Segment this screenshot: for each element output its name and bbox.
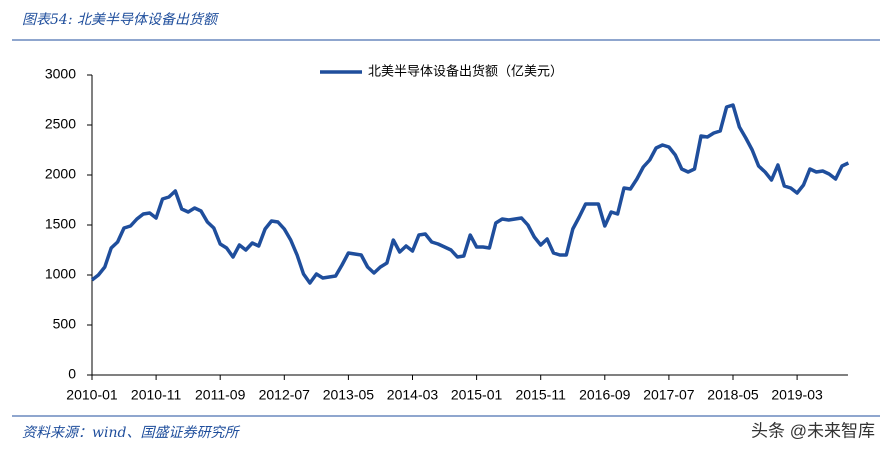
- y-tick-label: 500: [53, 316, 77, 332]
- x-tick-label: 2011-09: [195, 387, 246, 403]
- y-tick-label: 3000: [45, 66, 76, 82]
- x-tick-label: 2010-11: [131, 387, 182, 403]
- y-tick-label: 2000: [45, 166, 76, 182]
- x-tick-label: 2019-03: [771, 387, 823, 403]
- y-tick-label: 0: [68, 366, 76, 382]
- x-tick-label: 2014-03: [387, 387, 439, 403]
- x-tick-label: 2010-01: [66, 387, 118, 403]
- source-note: 资料来源：wind、国盛证券研究所: [22, 425, 240, 441]
- x-tick-label: 2013-05: [323, 387, 375, 403]
- legend-label: 北美半导体设备出货额（亿美元）: [368, 63, 563, 78]
- x-tick-label: 2015-11: [516, 387, 567, 403]
- x-tick-label: 2018-05: [707, 387, 759, 403]
- watermark: 头条 @未来智库: [751, 421, 875, 440]
- x-tick-label: 2015-01: [451, 387, 503, 403]
- x-tick-label: 2017-07: [643, 387, 695, 403]
- x-tick-label: 2012-07: [259, 387, 311, 403]
- y-tick-label: 1000: [45, 266, 76, 282]
- x-tick-label: 2016-09: [579, 387, 631, 403]
- chart-title: 图表54: 北美半导体设备出货额: [22, 12, 220, 28]
- y-tick-label: 1500: [45, 216, 76, 232]
- data-line: [90, 103, 850, 285]
- y-tick-label: 2500: [45, 116, 76, 132]
